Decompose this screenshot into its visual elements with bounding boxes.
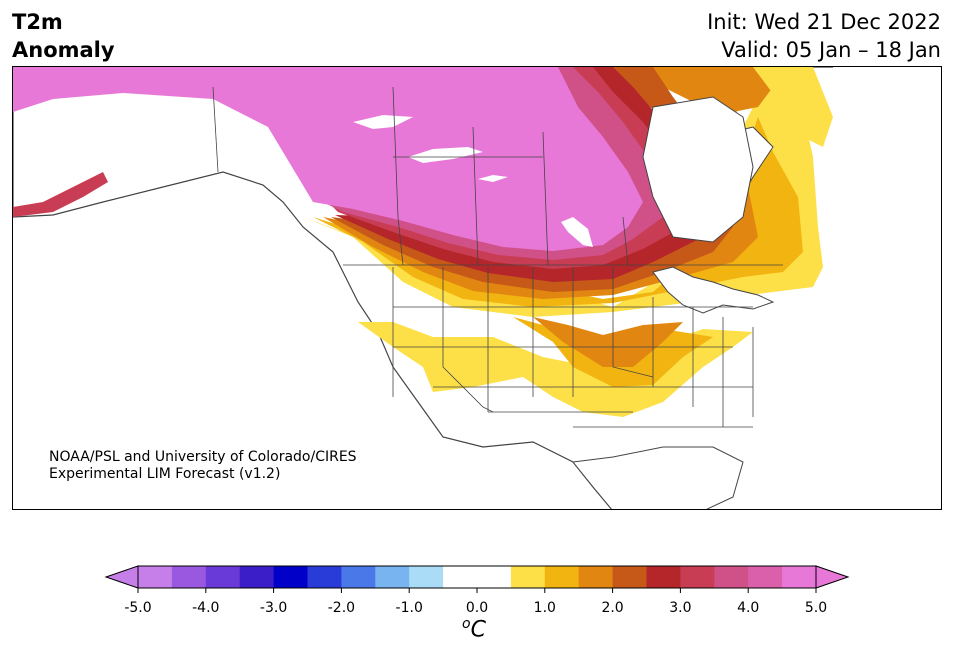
colorbar-swatch (612, 566, 647, 588)
map-panel (12, 66, 942, 510)
colorbar-tick-label: 0.0 (466, 600, 488, 616)
colorbar-swatch (544, 566, 580, 588)
chart-title: T2m Anomaly (12, 8, 115, 64)
region-baffin (653, 67, 773, 112)
gulf-of-mexico (572, 446, 744, 509)
great-lakes (652, 266, 775, 314)
colorbar-swatch (578, 566, 614, 588)
unit-degree: o (462, 616, 471, 632)
colorbar-swatch (646, 566, 681, 588)
colorbar-tick-label: -3.0 (260, 600, 287, 616)
valid-date: Valid: 05 Jan – 18 Jan (721, 38, 941, 62)
credit-line-2: Experimental LIM Forecast (v1.2) (49, 466, 281, 482)
region-anomaly-5c (13, 67, 643, 251)
colorbar-tick-label: 3.0 (669, 600, 691, 616)
forecast-dates: Init: Wed 21 Dec 2022 Valid: 05 Jan – 18… (707, 8, 941, 64)
colorbar-swatches (138, 566, 817, 588)
colorbar-swatch (205, 566, 241, 588)
anomaly-map (13, 67, 941, 509)
great-slave-lake (353, 115, 413, 129)
colorbar-swatch (680, 566, 715, 588)
colorbar-swatch (443, 566, 478, 588)
great-bear-lake (408, 147, 483, 163)
colorbar-swatch (239, 566, 275, 588)
colorbar-swatch (138, 566, 173, 588)
colorbar-tick-label: -2.0 (328, 600, 355, 616)
colorbar-tick-label: 5.0 (805, 600, 827, 616)
init-date: Init: Wed 21 Dec 2022 (707, 10, 941, 34)
colorbar-tick-label: 2.0 (601, 600, 623, 616)
region-anomaly-2c-plains (533, 317, 683, 367)
colorbar-tick-label: -4.0 (192, 600, 219, 616)
credit-note: NOAA/PSL and University of Colorado/CIRE… (49, 449, 357, 483)
colorbar-tick-label: 1.0 (534, 600, 556, 616)
colorbar-swatch (714, 566, 749, 588)
colorbar-tick-label: -5.0 (124, 600, 151, 616)
colorbar-swatch (171, 566, 207, 588)
lake-athabasca (478, 175, 508, 182)
unit-main: C (470, 617, 486, 643)
colorbar-swatch (409, 566, 444, 588)
colorbar-swatch (748, 566, 783, 588)
region-baffin-yellow (753, 67, 833, 147)
region-alaska-edge (13, 172, 108, 217)
credit-line-1: NOAA/PSL and University of Colorado/CIRE… (49, 449, 357, 465)
colorbar-ticks: -5.0 -4.0 -3.0 -2.0 -1.0 0.0 1.0 2.0 3.0 4.0 5.0 (124, 588, 827, 616)
colorbar-swatch (510, 566, 546, 588)
hudson-bay (642, 96, 754, 243)
region-anomaly-1c-sw (358, 322, 753, 417)
colorbar-swatch (375, 566, 410, 588)
political-borders (212, 86, 783, 428)
colorbar-tick-label: 4.0 (737, 600, 759, 616)
colorbar-min-extension (104, 565, 139, 589)
colorbar-max-extension (815, 565, 850, 589)
lake-winnipeg (561, 217, 593, 247)
colorbar-swatch (341, 566, 376, 588)
colorbar-swatch (782, 566, 817, 588)
colorbar-unit: oC (462, 616, 486, 642)
colorbar-swatch (307, 566, 342, 588)
variable-label: T2m (12, 10, 63, 34)
colorbar-swatch (477, 566, 512, 588)
atlantic-ocean (753, 67, 941, 509)
colorbar-swatch (273, 566, 308, 588)
colorbar-tick-label: -1.0 (396, 600, 423, 616)
variable-sublabel: Anomaly (12, 38, 115, 62)
